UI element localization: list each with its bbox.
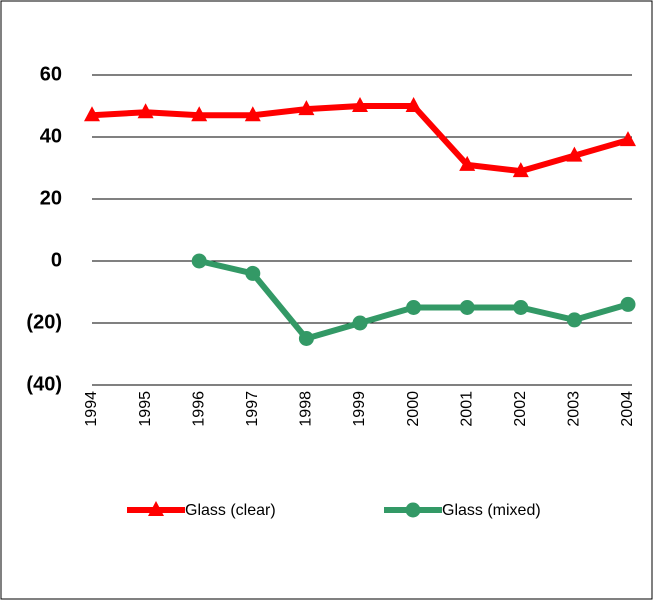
data-point bbox=[191, 253, 207, 269]
x-tick-label: 1999 bbox=[351, 391, 368, 427]
data-point bbox=[513, 300, 529, 315]
data-point bbox=[405, 97, 422, 112]
x-tick-label: 1997 bbox=[244, 391, 261, 427]
data-point bbox=[459, 300, 475, 315]
x-tick-label: 1996 bbox=[190, 391, 207, 427]
legend-label: Glass (mixed) bbox=[442, 502, 541, 519]
x-tick-label: 2004 bbox=[619, 391, 636, 427]
data-point bbox=[406, 300, 422, 315]
data-point bbox=[620, 131, 636, 147]
x-tick-label: 2000 bbox=[405, 391, 422, 427]
x-tick-label: 1995 bbox=[137, 391, 154, 427]
data-point bbox=[298, 100, 315, 116]
data-point bbox=[566, 312, 582, 328]
legend-marker bbox=[405, 502, 421, 518]
y-tick-label: 60 bbox=[40, 63, 62, 85]
data-point bbox=[244, 106, 261, 122]
data-point bbox=[459, 155, 476, 171]
y-tick-label: (40) bbox=[26, 373, 62, 395]
data-point bbox=[137, 103, 154, 119]
data-point bbox=[566, 146, 583, 162]
y-tick-label: (20) bbox=[26, 311, 62, 333]
legend-marker bbox=[148, 501, 164, 516]
data-point bbox=[352, 315, 368, 331]
y-tick-label: 40 bbox=[40, 125, 62, 147]
data-point bbox=[84, 106, 100, 122]
x-tick-label: 1994 bbox=[83, 391, 100, 427]
y-tick-label: 20 bbox=[40, 187, 62, 209]
data-point bbox=[191, 106, 208, 122]
data-point bbox=[620, 296, 636, 312]
data-point bbox=[298, 331, 314, 346]
x-tick-label: 2001 bbox=[458, 391, 475, 427]
x-tick-label: 1998 bbox=[298, 391, 315, 427]
data-point bbox=[352, 97, 368, 112]
x-tick-label: 2003 bbox=[566, 391, 583, 427]
data-point bbox=[512, 162, 529, 178]
data-point bbox=[245, 265, 261, 281]
legend-label: Glass (clear) bbox=[185, 502, 276, 519]
x-tick-label: 2002 bbox=[512, 391, 529, 427]
y-tick-label: 0 bbox=[51, 249, 62, 271]
